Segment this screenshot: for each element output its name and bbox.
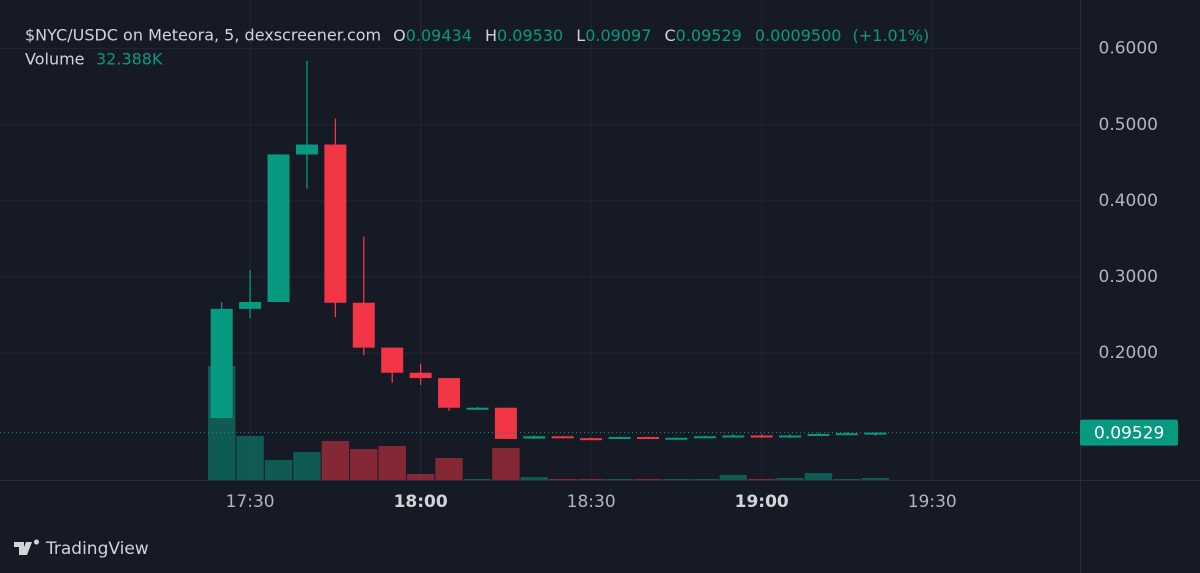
candle-body	[409, 372, 432, 379]
candle-body	[580, 438, 603, 441]
candle-body	[494, 407, 517, 439]
candle-body	[295, 144, 318, 155]
ohlc-legend: O0.09434 H0.09530 L0.09097 C0.09529 0.00…	[393, 26, 929, 45]
y-tick-label: 0.2000	[1099, 343, 1158, 363]
volume-bar	[236, 436, 264, 480]
volume-bar	[719, 475, 747, 480]
volume-bar	[861, 477, 890, 480]
candle-body	[239, 301, 262, 309]
volume-value: 32.388K	[96, 50, 163, 69]
volume-bar	[264, 460, 293, 480]
candle-body	[807, 433, 830, 436]
volume-bar	[293, 452, 321, 480]
candle-body	[608, 437, 631, 440]
brand: TradingView	[14, 539, 149, 559]
candle-body	[324, 144, 347, 303]
x-tick-label: 18:30	[567, 492, 616, 512]
x-tick-label: 18:00	[394, 492, 448, 512]
volume-bar	[634, 479, 662, 480]
y-tick-label: 0.5000	[1099, 115, 1158, 135]
volume-bar	[350, 449, 378, 480]
volume-bar	[605, 479, 634, 480]
candle-body	[267, 154, 290, 302]
x-tick-label: 17:30	[226, 492, 275, 512]
candle-body	[210, 308, 233, 419]
volume-bar	[833, 479, 861, 480]
last-price-label: 0.09529	[1094, 424, 1164, 444]
low-label: L	[576, 26, 585, 45]
volume-bar	[662, 479, 691, 480]
volume-bar	[492, 448, 520, 480]
high-label: H	[485, 26, 497, 45]
high-value: 0.09530	[497, 26, 563, 45]
volume-label: Volume	[25, 50, 85, 69]
brand-name: TradingView	[45, 539, 149, 559]
candle-body	[551, 436, 574, 439]
close-label: C	[664, 26, 675, 45]
plot	[0, 0, 1080, 480]
volume-bar	[378, 446, 406, 480]
volume-bar	[549, 479, 577, 480]
low-value: 0.09097	[585, 26, 651, 45]
volume-bar	[577, 479, 605, 480]
candle-body	[352, 302, 375, 348]
candle-body	[750, 435, 773, 438]
volume-bar	[747, 479, 776, 480]
volume-bar	[691, 479, 719, 480]
candle-body	[864, 432, 887, 435]
change: 0.0009500	[755, 26, 842, 45]
brand-logo	[14, 539, 39, 555]
candle-body	[835, 433, 858, 436]
x-tick-label: 19:00	[735, 492, 789, 512]
candle-body	[466, 407, 489, 410]
volume-bar	[776, 478, 804, 480]
change-pct: (+1.01%)	[853, 26, 930, 45]
close-value: 0.09529	[676, 26, 742, 45]
volume-bar	[406, 474, 435, 480]
x-tick-label: 19:30	[908, 492, 957, 512]
candle-body	[523, 436, 546, 439]
y-tick-label: 0.3000	[1099, 267, 1158, 287]
candle-body	[722, 435, 745, 438]
open-label: O	[393, 26, 406, 45]
volume-bar	[520, 477, 549, 480]
volume-bar	[435, 458, 463, 480]
candle-body	[637, 437, 659, 440]
open-value: 0.09434	[406, 26, 472, 45]
y-tick-label: 0.6000	[1099, 39, 1158, 59]
candle-body	[665, 437, 688, 440]
volume-bar	[804, 473, 833, 480]
last-price-tag	[1080, 419, 1178, 446]
volume-bar	[321, 441, 350, 480]
volume-bar	[463, 479, 492, 480]
candle-body	[779, 435, 802, 438]
candle-body	[693, 436, 716, 439]
header: $NYC/USDC on Meteora, 5, dexscreener.com…	[25, 26, 929, 69]
candle-body	[381, 347, 404, 373]
candle-body	[438, 378, 461, 408]
chart-title: $NYC/USDC on Meteora, 5, dexscreener.com	[25, 26, 381, 45]
y-tick-label: 0.4000	[1099, 191, 1158, 211]
